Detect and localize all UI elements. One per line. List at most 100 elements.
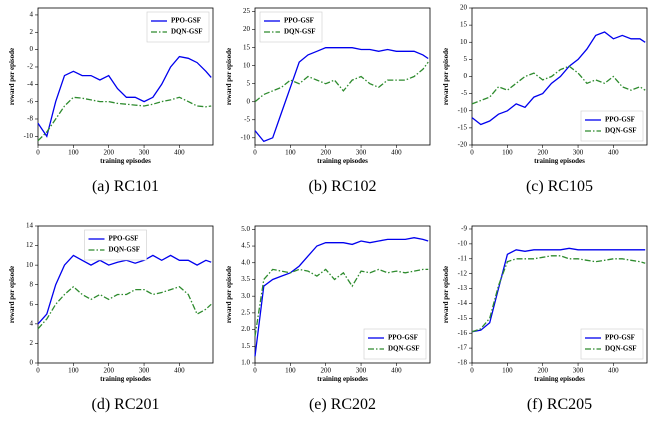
legend-label: DQN-GSF bbox=[109, 246, 141, 254]
y-tick-label: -15 bbox=[458, 123, 468, 131]
legend-label: DQN-GSF bbox=[605, 127, 637, 135]
y-axis-label: reward per episode bbox=[225, 266, 233, 323]
x-tick-label: 400 bbox=[174, 149, 185, 157]
series-line bbox=[254, 268, 429, 337]
x-tick-label: 300 bbox=[356, 367, 367, 375]
legend-box bbox=[580, 110, 644, 142]
legend-box bbox=[363, 328, 427, 360]
y-tick-label: 15 bbox=[460, 21, 468, 29]
panel: 0 100 200 300 400 0 2 4 6 8 10 12 14 training episode… bbox=[8, 222, 214, 413]
y-tick-label: 0 bbox=[464, 72, 468, 80]
caption: (d) RC201 bbox=[92, 396, 160, 413]
x-tick-label: 200 bbox=[320, 149, 331, 157]
legend-label: PPO-GSF bbox=[284, 17, 314, 25]
caption: (a) RC101 bbox=[92, 178, 159, 195]
y-axis-label: reward per episode bbox=[225, 48, 233, 105]
x-tick-label: 300 bbox=[356, 149, 367, 157]
x-tick-label: 100 bbox=[68, 367, 79, 375]
y-tick-label: -10 bbox=[458, 106, 468, 114]
y-tick-label: -17 bbox=[458, 344, 468, 352]
series-line bbox=[37, 285, 212, 330]
y-tick-label: -16 bbox=[458, 329, 468, 337]
legend-label: DQN-GSF bbox=[388, 345, 420, 353]
caption: (c) RC105 bbox=[526, 178, 593, 195]
y-tick-label: -10 bbox=[24, 132, 34, 140]
y-tick-label: -18 bbox=[458, 359, 468, 367]
x-axis-label: training episodes bbox=[534, 375, 585, 383]
y-tick-label: 14 bbox=[26, 222, 34, 230]
legend-box bbox=[146, 11, 210, 43]
plot-frame bbox=[37, 225, 214, 364]
x-tick-label: 0 bbox=[470, 367, 474, 375]
x-tick-label: 400 bbox=[391, 367, 402, 375]
legend-label: PPO-GSF bbox=[109, 235, 139, 243]
x-tick-label: 200 bbox=[320, 367, 331, 375]
series-line bbox=[471, 255, 646, 333]
y-tick-label: 2.5 bbox=[241, 308, 250, 316]
x-tick-label: 100 bbox=[285, 367, 296, 375]
y-tick-label: 2 bbox=[30, 28, 34, 36]
caption: (e) RC202 bbox=[309, 396, 376, 413]
y-tick-label: 2 bbox=[30, 339, 34, 347]
y-tick-label: -6 bbox=[27, 97, 33, 105]
x-tick-label: 100 bbox=[68, 149, 79, 157]
y-axis-label: reward per episode bbox=[442, 48, 450, 105]
y-tick-label: 10 bbox=[243, 61, 251, 69]
legend-label: PPO-GSF bbox=[388, 334, 418, 342]
legend-box bbox=[84, 229, 147, 261]
x-tick-label: 400 bbox=[174, 367, 185, 375]
series-line bbox=[37, 55, 212, 138]
legend-label: DQN-GSF bbox=[284, 28, 316, 36]
y-tick-label: 3.5 bbox=[241, 275, 250, 283]
x-tick-label: 100 bbox=[285, 149, 296, 157]
x-tick-label: 200 bbox=[103, 149, 114, 157]
y-tick-label: 6 bbox=[30, 300, 34, 308]
y-axis-label: reward per episode bbox=[8, 48, 16, 105]
series-line bbox=[37, 96, 212, 142]
y-tick-label: 25 bbox=[243, 7, 251, 15]
legend-label: PPO-GSF bbox=[605, 116, 635, 124]
y-tick-label: 1.5 bbox=[241, 342, 250, 350]
x-tick-label: 200 bbox=[103, 367, 114, 375]
panel: 0 100 200 300 400 -10 -8 -6 -4 -2 0 2 4 training epis… bbox=[8, 7, 214, 195]
x-tick-label: 400 bbox=[608, 367, 619, 375]
y-axis-label: reward per episode bbox=[8, 266, 16, 323]
legend-box bbox=[580, 328, 644, 360]
y-tick-label: 5 bbox=[247, 79, 251, 87]
legend-label: DQN-GSF bbox=[605, 345, 637, 353]
y-tick-label: 0 bbox=[30, 359, 34, 367]
y-tick-label: 4 bbox=[30, 319, 34, 327]
legend-label: DQN-GSF bbox=[171, 28, 203, 36]
y-tick-label: -5 bbox=[461, 89, 467, 97]
series-line bbox=[37, 254, 212, 325]
x-axis-label: training episodes bbox=[100, 375, 151, 383]
y-tick-label: 15 bbox=[243, 43, 251, 51]
y-tick-label: 12 bbox=[26, 241, 34, 249]
x-tick-label: 300 bbox=[139, 367, 150, 375]
y-tick-label: 0 bbox=[30, 45, 34, 53]
y-tick-label: 8 bbox=[30, 280, 34, 288]
x-tick-label: 200 bbox=[537, 367, 548, 375]
caption: (b) RC102 bbox=[309, 178, 377, 195]
plot-frame bbox=[37, 7, 214, 146]
series-line bbox=[254, 237, 429, 357]
y-tick-label: -2 bbox=[27, 63, 33, 71]
series-line bbox=[471, 65, 646, 105]
x-tick-label: 300 bbox=[573, 367, 584, 375]
y-tick-label: 10 bbox=[26, 261, 34, 269]
series-line bbox=[254, 47, 429, 143]
x-tick-label: 0 bbox=[36, 367, 40, 375]
y-tick-label: -8 bbox=[27, 115, 33, 123]
panel: 0 100 200 300 400 -18 -17 -16 -15 -14 -13 -12 -11 -10… bbox=[442, 225, 648, 413]
x-axis-label: training episodes bbox=[100, 157, 151, 165]
y-tick-label: -11 bbox=[458, 254, 468, 262]
y-tick-label: -10 bbox=[458, 239, 468, 247]
plot-frame bbox=[254, 7, 431, 146]
series-line bbox=[471, 247, 646, 333]
y-tick-label: 2.0 bbox=[241, 325, 250, 333]
y-tick-label: -10 bbox=[241, 133, 251, 141]
plot-frame bbox=[471, 225, 648, 364]
plot-frame bbox=[254, 225, 431, 364]
y-tick-label: -12 bbox=[458, 269, 468, 277]
